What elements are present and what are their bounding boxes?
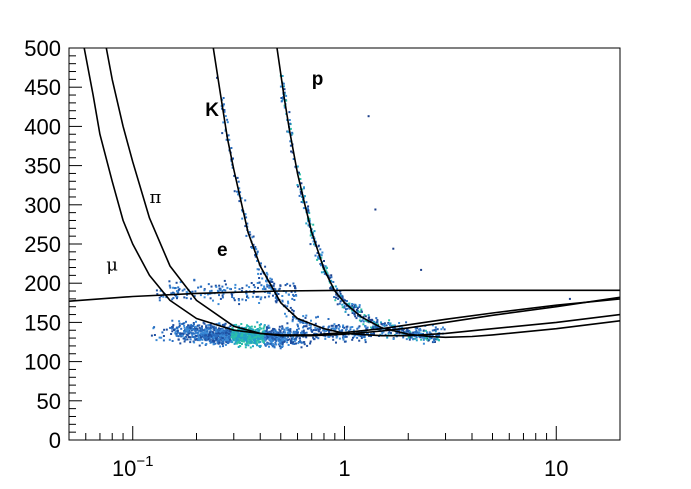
y-tick-label: 50 [37, 389, 61, 414]
x-tick-base: 10 [112, 456, 136, 481]
x-axis: 10−1 1 10 [68, 426, 621, 481]
x-tick-label: 10 [544, 456, 568, 481]
curve-label: p [312, 69, 324, 90]
band-curve [69, 289, 620, 302]
y-tick-label: 350 [24, 154, 61, 179]
y-tick-label: 0 [49, 428, 61, 453]
y-tick-label: 400 [24, 114, 61, 139]
band-curve [276, 48, 620, 339]
curve-label: K [205, 100, 219, 121]
curve-label: e [217, 240, 228, 261]
band-curve [83, 48, 620, 336]
curve-label: π [150, 187, 162, 208]
y-tick-label: 150 [24, 310, 61, 335]
y-tick-label: 450 [24, 75, 61, 100]
x-tick-base: 10 [544, 456, 568, 481]
y-tick-label: 100 [24, 350, 61, 375]
band-curves [69, 48, 620, 339]
band-curve [212, 48, 620, 337]
curve-label: μ [106, 255, 118, 276]
y-tick-label: 250 [24, 232, 61, 257]
y-tick-label: 200 [24, 271, 61, 296]
x-tick-label: 10−1 [112, 453, 154, 481]
y-axis: 0 50 100 150 200 250 300 350 400 450 500 [24, 36, 82, 453]
x-tick-exponent: −1 [136, 453, 153, 470]
x-tick-base: 1 [338, 456, 350, 481]
curve-labels: p Kπ e μ [106, 69, 323, 276]
band-curve [105, 48, 620, 337]
y-tick-label: 500 [24, 36, 61, 61]
y-tick-label: 300 [24, 193, 61, 218]
x-tick-label: 1 [338, 456, 350, 481]
